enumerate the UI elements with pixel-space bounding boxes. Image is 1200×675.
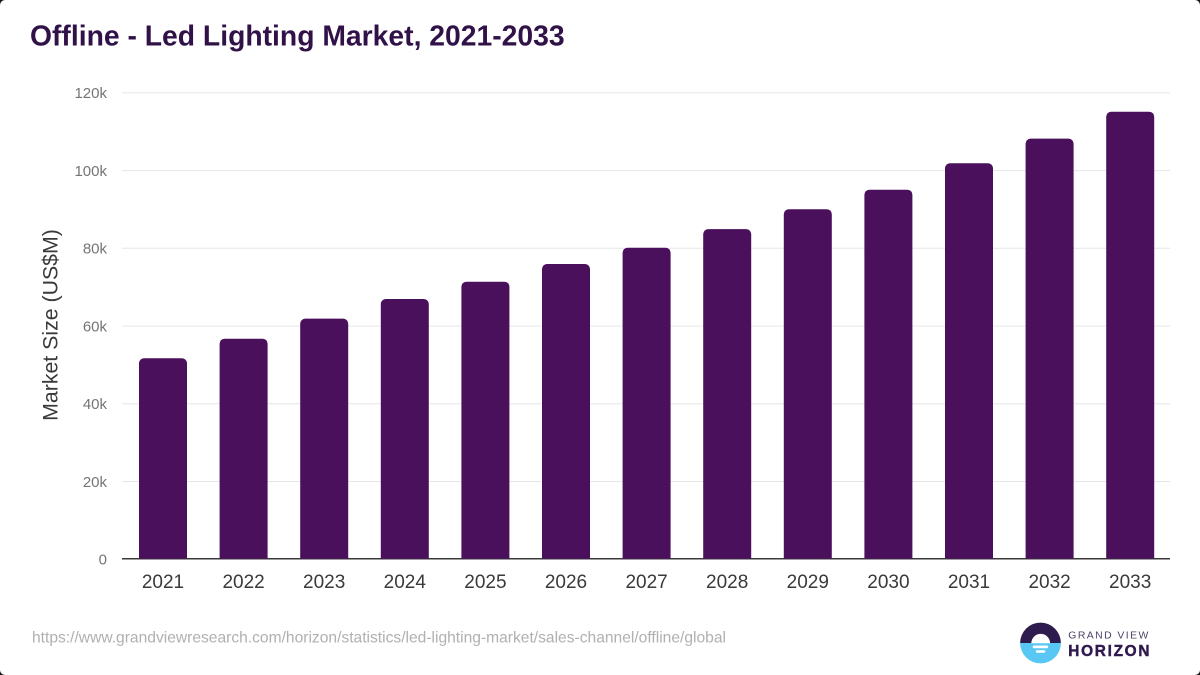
svg-text:Offline - Led Lighting Market,: Offline - Led Lighting Market, 2021-2033: [30, 20, 565, 52]
svg-text:2031: 2031: [948, 572, 990, 593]
svg-text:Market Size (US$M): Market Size (US$M): [39, 229, 63, 421]
svg-text:2027: 2027: [625, 572, 667, 593]
svg-text:2021: 2021: [142, 572, 184, 593]
svg-text:2025: 2025: [464, 572, 506, 593]
svg-text:80k: 80k: [83, 241, 108, 258]
svg-text:60k: 60k: [83, 318, 108, 335]
svg-text:100k: 100k: [74, 163, 107, 180]
svg-text:2029: 2029: [787, 572, 829, 593]
svg-text:2024: 2024: [384, 572, 427, 593]
svg-text:GRAND VIEW: GRAND VIEW: [1068, 630, 1149, 641]
svg-text:2022: 2022: [222, 572, 264, 593]
svg-text:https://www.grandviewresearch.: https://www.grandviewresearch.com/horizo…: [32, 630, 726, 647]
svg-text:120k: 120k: [74, 85, 107, 102]
svg-text:2023: 2023: [303, 572, 345, 593]
svg-text:20k: 20k: [83, 474, 108, 491]
svg-text:0: 0: [99, 551, 107, 568]
svg-text:2030: 2030: [867, 572, 909, 593]
svg-text:2028: 2028: [706, 572, 748, 593]
svg-text:2033: 2033: [1109, 572, 1151, 593]
svg-text:2032: 2032: [1028, 572, 1070, 593]
svg-text:2026: 2026: [545, 572, 587, 593]
svg-text:40k: 40k: [83, 396, 108, 413]
svg-text:HORIZON: HORIZON: [1068, 643, 1151, 660]
